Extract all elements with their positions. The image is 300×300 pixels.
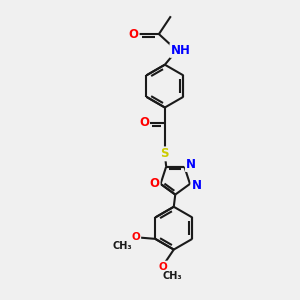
- Text: O: O: [139, 116, 149, 130]
- Text: O: O: [150, 177, 160, 190]
- Text: CH₃: CH₃: [113, 241, 132, 251]
- Text: S: S: [160, 147, 169, 161]
- Text: N: N: [186, 158, 196, 171]
- Text: N: N: [191, 179, 202, 193]
- Text: O: O: [129, 28, 139, 40]
- Text: NH: NH: [170, 44, 190, 57]
- Text: CH₃: CH₃: [163, 271, 182, 281]
- Text: O: O: [132, 232, 140, 242]
- Text: O: O: [159, 262, 168, 272]
